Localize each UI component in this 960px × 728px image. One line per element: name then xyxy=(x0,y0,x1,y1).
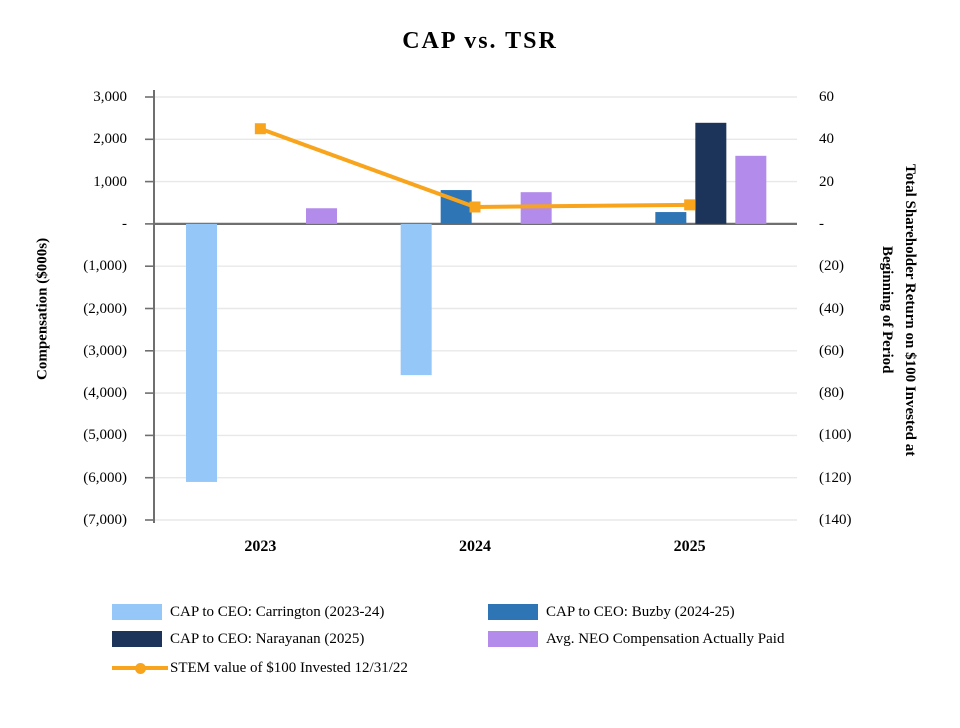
bar-2025-series3 xyxy=(695,122,727,224)
left-axis-tick-label: (6,000) xyxy=(83,469,127,486)
legend-label: Avg. NEO Compensation Actually Paid xyxy=(546,631,785,647)
legend-line-dot xyxy=(135,663,146,674)
left-axis-tick-label: 2,000 xyxy=(93,131,127,148)
left-axis-tick-label: (4,000) xyxy=(83,385,127,402)
bar-2025-series2 xyxy=(655,212,687,224)
legend-label: CAP to CEO: Carrington (2023-24) xyxy=(170,604,385,620)
right-axis-tick-label: (100) xyxy=(819,427,852,444)
bar-2023-series1 xyxy=(186,223,217,482)
category-label-2023: 2023 xyxy=(244,538,277,555)
right-axis-tick-label: (120) xyxy=(819,469,852,486)
left-axis-tick-label: 1,000 xyxy=(93,173,127,190)
legend-swatch-icon xyxy=(112,604,162,620)
left-axis-tick-label: (3,000) xyxy=(83,342,127,359)
right-axis-tick-label: 60 xyxy=(819,89,834,105)
category-label-2025: 2025 xyxy=(673,538,706,555)
right-axis-tick-label: (80) xyxy=(819,385,844,402)
left-axis-tick-label: - xyxy=(122,215,127,232)
right-axis-tick-label: - xyxy=(819,215,824,232)
right-axis-tick-label: (140) xyxy=(819,512,852,528)
right-axis-title-line2: Beginning of Period xyxy=(879,246,895,374)
right-axis-title-line1: Total Shareholder Return on $100 Investe… xyxy=(902,163,918,457)
legend-swatch-icon xyxy=(488,604,538,620)
right-axis-tick-label: (40) xyxy=(819,300,844,317)
tsr-marker-2024 xyxy=(469,201,481,213)
bar-2024-series1 xyxy=(400,223,432,376)
category-label-2024: 2024 xyxy=(459,538,491,555)
legend-label: STEM value of $100 Invested 12/31/22 xyxy=(170,660,408,676)
left-axis-tick-label: (1,000) xyxy=(83,258,127,275)
left-axis-tick-label: (2,000) xyxy=(83,300,127,317)
right-axis-tick-label: (60) xyxy=(819,342,844,359)
bar-2023-series4 xyxy=(306,208,337,224)
right-axis-tick-label: 40 xyxy=(819,131,834,148)
legend-swatch-icon xyxy=(488,631,538,647)
right-axis-title: Total Shareholder Return on $100 Investe… xyxy=(872,90,924,530)
legend-label: CAP to CEO: Narayanan (2025) xyxy=(170,631,365,647)
bar-2025-series4 xyxy=(735,155,767,224)
left-axis-tick-label: (7,000) xyxy=(83,512,127,528)
legend-label: CAP to CEO: Buzby (2024-25) xyxy=(546,604,735,620)
legend-line-marker-icon xyxy=(112,660,168,676)
tsr-line xyxy=(259,126,690,209)
plot-area xyxy=(145,90,797,523)
left-axis-tick-label: (5,000) xyxy=(83,427,127,444)
right-axis-tick-label: 20 xyxy=(819,173,834,190)
chart-title: CAP vs. TSR xyxy=(402,28,558,54)
right-axis-tick-label: (20) xyxy=(819,258,844,275)
left-axis-tick-label: 3,000 xyxy=(93,89,127,105)
tsr-marker-2025 xyxy=(684,199,696,211)
legend-swatch-icon xyxy=(112,631,162,647)
tsr-marker-2023 xyxy=(254,123,266,135)
